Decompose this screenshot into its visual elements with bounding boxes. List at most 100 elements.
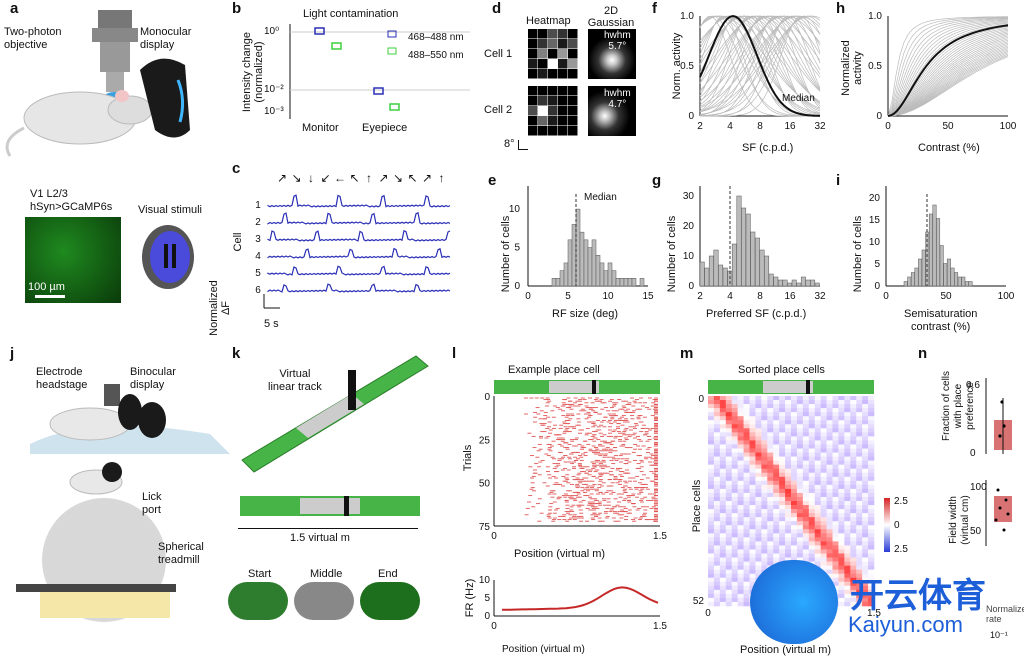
m-heat-cell [719, 420, 727, 425]
m-heat-cell [838, 472, 845, 478]
m-heat-cell [838, 396, 845, 401]
m-heat-cell [708, 420, 715, 425]
m-heat-cell [791, 404, 798, 409]
m-heat-cell [773, 468, 780, 474]
m-heat-cell [856, 452, 863, 457]
m-heat-cell [713, 541, 721, 546]
c-row-label: 2 [255, 217, 261, 228]
m-heat-cell [767, 456, 774, 461]
m-heat-cell [731, 480, 738, 486]
m-heat-cell [862, 484, 869, 490]
m-heat-cell [749, 428, 756, 433]
m-heat-cell [850, 476, 857, 482]
m-heat-cell [838, 464, 845, 469]
d-heat-cell [568, 126, 578, 136]
m-heat-cell [725, 444, 733, 449]
g-xtick: 32 [814, 291, 826, 302]
m-heat-cell [773, 416, 780, 421]
m-heat-cell [802, 480, 810, 486]
m-heat-cell [737, 452, 744, 457]
h-cell-curve [887, 16, 1009, 117]
m-heat-cell [719, 581, 727, 587]
f-cell-curve [699, 15, 821, 78]
m-heat-cell [779, 533, 786, 538]
m-heat-cell [868, 561, 875, 566]
m-heat-cell [814, 501, 821, 506]
m-heat-cell [838, 569, 845, 574]
m-heat-cell [725, 460, 733, 465]
h-cell-curve [887, 26, 1009, 117]
m-heat-cell [785, 517, 792, 522]
m-heat-cell [773, 400, 780, 405]
m-xtick: 0 [705, 608, 711, 619]
m-heat-cell [749, 476, 756, 482]
g-bar [773, 276, 779, 287]
m-heat-cell [773, 537, 780, 542]
m-heat-cell [791, 456, 798, 461]
f-xtick: 32 [814, 121, 826, 132]
f-cell-curve [699, 15, 821, 116]
m-heat-cell [796, 480, 804, 486]
m-heat-cell [826, 436, 833, 441]
m-heat-cell [838, 513, 845, 518]
m-heat-cell [708, 476, 715, 482]
m-heat-cell [708, 492, 715, 498]
m-heat-cell [791, 440, 798, 445]
m-heat-cell [749, 452, 756, 457]
m-heat-cell [743, 484, 750, 490]
m-heat-cell [820, 460, 827, 465]
m-heat-cell [749, 573, 756, 579]
m-heat-cell [820, 456, 827, 461]
m-heat-cell [802, 557, 810, 562]
m-heat-cell [796, 460, 804, 465]
m-heat-cell [856, 581, 863, 587]
two-photon-setup-illustration [5, 10, 190, 157]
m-heat-cell [814, 408, 821, 413]
m-heat-cell [713, 484, 721, 490]
m-heat-cell [737, 557, 744, 562]
m-heat-cell [779, 460, 786, 465]
m-heat-cell [761, 488, 768, 494]
i-bar [950, 267, 955, 287]
m-heat-cell [725, 480, 733, 486]
m-heat-cell [791, 432, 798, 437]
m-heat-cell [731, 545, 738, 550]
i-bar [932, 204, 937, 287]
m-heat-cell [743, 460, 750, 465]
m-heat-cell [832, 476, 839, 482]
m-heat-cell [838, 601, 845, 607]
f-cell-curve [699, 15, 821, 115]
d-heat-cell [528, 106, 538, 116]
m-heat-cell [820, 537, 827, 542]
scale-bar-100um [35, 295, 65, 298]
m-heat-cell [814, 505, 821, 510]
m-heat-cell [832, 569, 839, 574]
m-heat-cell [779, 416, 786, 421]
m-heat-cell [826, 412, 833, 417]
m-heat-cell [802, 420, 810, 425]
m-heat-cell [713, 589, 721, 595]
m-heat-cell [850, 492, 857, 498]
m-heat-cell [844, 464, 851, 469]
m-heat-cell [820, 505, 827, 510]
m-heat-cell [767, 505, 774, 510]
m-heat-cell [713, 545, 721, 550]
m-heat-cell [761, 452, 768, 457]
m-heat-cell [767, 472, 774, 478]
m-heat-cell [808, 492, 816, 498]
m-heat-cell [862, 529, 869, 534]
m-heat-cell [785, 448, 792, 453]
m-heat-cell [731, 601, 738, 607]
m-heat-cell [868, 496, 875, 502]
d-heat-cell [548, 49, 558, 59]
m-heat-cell [773, 480, 780, 486]
m-heat-cell [814, 412, 821, 417]
m-heat-cell [850, 501, 857, 506]
m-heat-cell [785, 456, 792, 461]
m-heat-cell [796, 432, 804, 437]
m-heat-cell [731, 505, 738, 510]
m-heat-cell [713, 529, 721, 534]
m-heat-cell [826, 492, 833, 498]
m-heat-cell [826, 452, 833, 457]
m-heat-cell [761, 545, 768, 550]
